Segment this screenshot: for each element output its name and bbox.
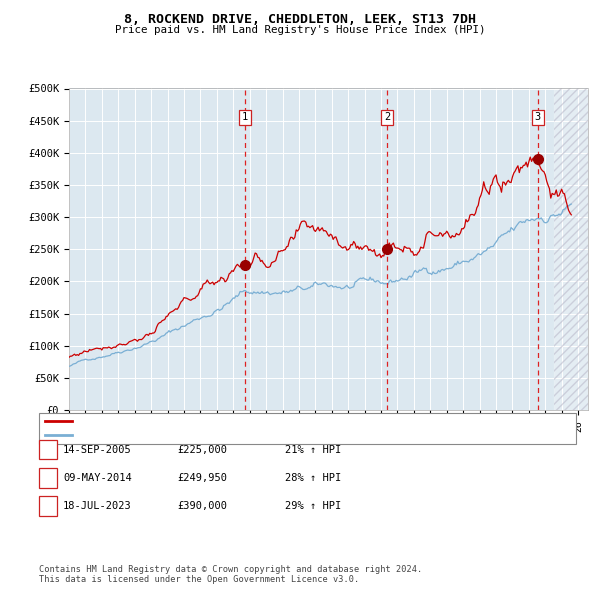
Text: 8, ROCKEND DRIVE, CHEDDLETON, LEEK, ST13 7DH (detached house): 8, ROCKEND DRIVE, CHEDDLETON, LEEK, ST13…: [75, 417, 426, 426]
Text: 2: 2: [384, 113, 390, 123]
Text: 29% ↑ HPI: 29% ↑ HPI: [285, 502, 341, 511]
Text: HPI: Average price, detached house, Staffordshire Moorlands: HPI: Average price, detached house, Staf…: [75, 431, 414, 440]
Text: 14-SEP-2005: 14-SEP-2005: [63, 445, 132, 454]
Bar: [554, 88, 588, 410]
Text: 3: 3: [535, 113, 541, 123]
Text: Price paid vs. HM Land Registry's House Price Index (HPI): Price paid vs. HM Land Registry's House …: [115, 25, 485, 35]
Text: Contains HM Land Registry data © Crown copyright and database right 2024.
This d: Contains HM Land Registry data © Crown c…: [39, 565, 422, 584]
Text: 09-MAY-2014: 09-MAY-2014: [63, 473, 132, 483]
Text: 1: 1: [242, 113, 248, 123]
Text: 21% ↑ HPI: 21% ↑ HPI: [285, 445, 341, 454]
Text: £390,000: £390,000: [177, 502, 227, 511]
Bar: [554, 88, 588, 410]
Text: 8, ROCKEND DRIVE, CHEDDLETON, LEEK, ST13 7DH: 8, ROCKEND DRIVE, CHEDDLETON, LEEK, ST13…: [124, 13, 476, 26]
Text: £249,950: £249,950: [177, 473, 227, 483]
Text: 3: 3: [45, 502, 51, 511]
Text: 2: 2: [45, 473, 51, 483]
Text: 28% ↑ HPI: 28% ↑ HPI: [285, 473, 341, 483]
Text: 18-JUL-2023: 18-JUL-2023: [63, 502, 132, 511]
Text: £225,000: £225,000: [177, 445, 227, 454]
Text: 1: 1: [45, 445, 51, 454]
